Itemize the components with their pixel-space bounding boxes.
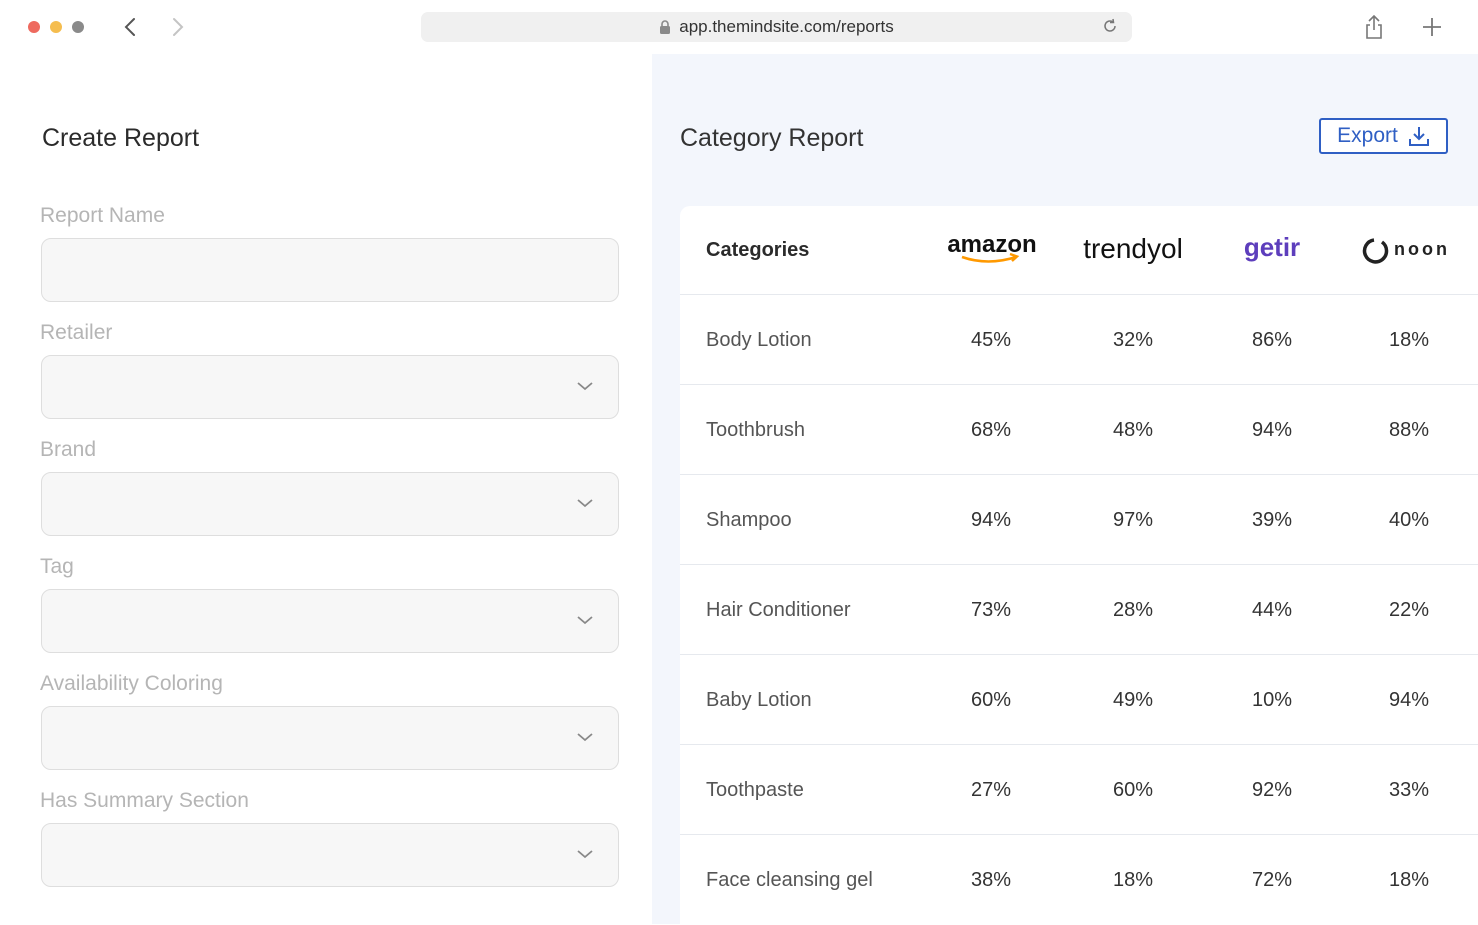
new-tab-icon[interactable] [1420,14,1444,45]
noon-value: 18% [1388,329,1430,351]
amazon-value: 94% [970,509,1012,531]
back-button[interactable] [118,14,142,40]
trendyol-value: 97% [1112,509,1154,531]
tag-select[interactable] [41,589,619,653]
amazon-value: 27% [970,779,1012,801]
chevron-down-icon [577,499,593,508]
download-icon [1408,127,1429,146]
getir-value: 39% [1251,509,1293,531]
report-title: Category Report [680,124,864,152]
chevron-down-icon [577,616,593,625]
trendyol-value: 49% [1112,689,1154,711]
page-title: Create Report [42,124,200,152]
chevron-right-icon [173,18,184,36]
category-cell: Face cleansing gel [706,869,873,891]
noon-value: 18% [1388,869,1430,891]
svg-text:noon: noon [1394,239,1450,259]
svg-text:getir: getir [1244,232,1300,262]
svg-text:amazon: amazon [947,231,1036,258]
amazon-value: 60% [970,689,1012,711]
amazon-value: 73% [970,599,1012,621]
report-table: Categories amazon trendyol getir [680,206,1478,924]
categories-header: Categories [706,239,810,261]
close-window-button[interactable] [28,21,40,33]
lock-icon [659,20,671,34]
category-cell: Hair Conditioner [706,599,851,621]
table-row: Toothpaste 27% 60% 92% 33% [680,745,1478,835]
export-button-label: Export [1337,124,1398,147]
has-summary-section-select[interactable] [41,823,619,887]
category-cell: Baby Lotion [706,689,812,711]
getir-value: 92% [1251,779,1293,801]
table-row: Body Lotion 45% 32% 86% 18% [680,295,1478,385]
category-cell: Shampoo [706,509,792,531]
retailer-select[interactable] [41,355,619,419]
brand-select[interactable] [41,472,619,536]
chevron-left-icon [124,18,135,36]
getir-value: 94% [1251,419,1293,441]
table-row: Toothbrush 68% 48% 94% 88% [680,385,1478,475]
category-cell: Toothbrush [706,419,805,441]
export-button[interactable]: Export [1319,118,1448,154]
svg-text:trendyol: trendyol [1083,233,1183,264]
trendyol-logo: trendyol [1073,224,1193,274]
trendyol-value: 18% [1112,869,1154,891]
noon-value: 22% [1388,599,1430,621]
brand-label: Brand [40,438,97,461]
table-header: Categories amazon trendyol getir [680,206,1478,295]
chevron-down-icon [577,850,593,859]
getir-value: 10% [1251,689,1293,711]
share-icon[interactable] [1364,14,1384,45]
category-cell: Body Lotion [706,329,812,351]
address-bar[interactable]: app.themindsite.com/reports [421,12,1132,42]
trendyol-value: 32% [1112,329,1154,351]
amazon-value: 68% [970,419,1012,441]
category-cell: Toothpaste [706,779,804,801]
noon-value: 33% [1388,779,1430,801]
retailer-label: Retailer [40,321,113,344]
trendyol-value: 60% [1112,779,1154,801]
minimize-window-button[interactable] [50,21,62,33]
forward-button[interactable] [166,14,190,40]
report-name-label: Report Name [40,204,165,227]
getir-value: 44% [1251,599,1293,621]
chevron-down-icon [577,733,593,742]
noon-value: 40% [1388,509,1430,531]
report-name-input[interactable] [41,238,619,302]
noon-logo: noon [1360,224,1460,274]
category-report-panel: Category Report Export Categories amazon… [652,54,1478,924]
table-row: Face cleansing gel 38% 18% 72% 18% [680,835,1478,925]
table-row: Hair Conditioner 73% 28% 44% 22% [680,565,1478,655]
getir-logo: getir [1232,224,1312,274]
create-report-panel: Create Report Report Name Retailer Brand… [0,54,652,924]
availability-coloring-select[interactable] [41,706,619,770]
amazon-value: 45% [970,329,1012,351]
noon-value: 94% [1388,689,1430,711]
amazon-value: 38% [970,869,1012,891]
trendyol-value: 48% [1112,419,1154,441]
trendyol-value: 28% [1112,599,1154,621]
availability-coloring-label: Availability Coloring [40,672,223,695]
reload-icon[interactable] [1102,18,1118,39]
browser-toolbar: app.themindsite.com/reports [0,0,1478,54]
has-summary-section-label: Has Summary Section [40,789,249,812]
chevron-down-icon [577,382,593,391]
table-row: Baby Lotion 60% 49% 10% 94% [680,655,1478,745]
table-row: Shampoo 94% 97% 39% 40% [680,475,1478,565]
amazon-logo: amazon [942,224,1042,274]
getir-value: 72% [1251,869,1293,891]
getir-value: 86% [1251,329,1293,351]
tag-label: Tag [40,555,74,578]
zoom-window-button[interactable] [72,21,84,33]
noon-value: 88% [1388,419,1430,441]
url-text: app.themindsite.com/reports [679,17,894,36]
